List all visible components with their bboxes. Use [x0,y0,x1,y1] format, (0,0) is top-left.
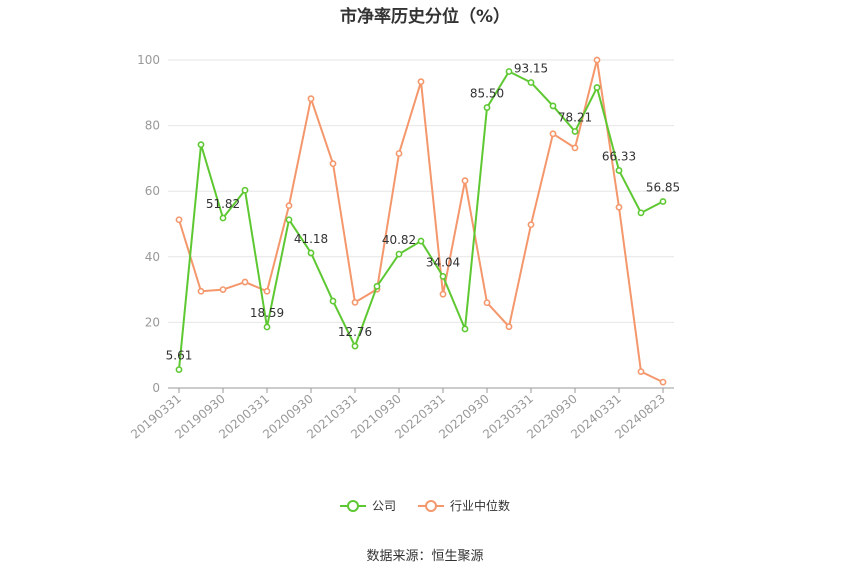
legend: 公司 行业中位数 [0,497,850,514]
chart-title: 市净率历史分位（%） [339,7,511,27]
point-s0-20230630 [549,102,557,110]
point-s1-20221231 [505,323,513,331]
data-label-20210331: 12.76 [338,325,372,339]
data-label-20200930: 41.18 [294,232,328,246]
point-s0-20210630 [373,282,381,290]
point-s0-20211231 [417,237,425,245]
point-s0-20240630 [637,209,645,217]
data-label-20190930: 51.82 [206,197,240,211]
series-line-1 [178,59,664,383]
data-label-20220331: 34.04 [426,255,460,269]
data-label-20230930: 78.21 [558,110,592,124]
point-s1-20240823 [659,378,667,386]
point-s0-20200630 [285,216,293,224]
point-s1-20200930 [307,95,315,103]
point-s0-20201231 [329,297,337,305]
point-s1-20190630 [197,287,205,295]
point-s1-20200331 [263,287,271,295]
point-s1-20210331 [351,298,359,306]
point-s1-20240331 [615,203,623,211]
y-tick-label-100: 100 [137,53,160,67]
point-s0-20230930 [571,128,579,135]
point-s1-20211231 [417,78,425,86]
point-s0-20220930 [483,104,491,111]
point-s0-20240823 [659,198,667,205]
point-s0-20221231 [505,68,513,75]
grid-lines [168,59,674,323]
point-s1-20220331 [439,290,447,298]
point-s0-20220630 [461,325,469,333]
data-label-20220930: 85.50 [470,87,504,101]
y-tick-label-20: 20 [145,315,160,329]
y-axis: 0 20 40 60 80 100 [137,53,160,395]
y-tick-label-40: 40 [145,250,160,264]
legend-swatch-company [339,499,366,513]
point-s1-20200630 [285,202,293,210]
data-label-20240331: 66.33 [602,149,636,163]
point-s0-20190331 [175,366,183,373]
data-label-20210930: 40.82 [382,233,416,247]
legend-item-company[interactable]: 公司 [339,497,396,514]
y-tick-label-60: 60 [145,184,160,198]
x-tick-labels: 2019033120190930202003312020093020210331… [128,392,668,442]
point-s1-20190930 [219,286,227,293]
y-tick-label-80: 80 [145,119,160,133]
y-tick-label-0: 0 [152,381,160,395]
series-lines [175,56,667,386]
point-s0-20231231 [593,84,601,91]
point-s0-20210331 [351,342,359,350]
data-label-20230331: 93.15 [514,61,548,75]
data-label-20190331: 5.61 [166,349,193,363]
source-note: 数据来源：恒生聚源 [366,549,484,564]
point-s1-20220630 [461,177,469,185]
point-s0-20190630 [197,141,205,149]
point-s1-20190331 [175,216,183,224]
legend-swatch-industry-median [418,499,444,513]
point-s0-20240331 [615,167,623,174]
point-s1-20230630 [549,130,557,138]
point-s1-20201231 [329,160,337,168]
point-s0-20220331 [439,272,447,280]
legend-label-industry-median: 行业中位数 [450,499,511,513]
point-s0-20200930 [307,249,315,257]
point-s0-20210930 [395,250,403,258]
point-s0-20191231 [241,186,249,194]
data-label-20240823: 56.85 [646,181,680,195]
data-label-20200331: 18.59 [250,306,284,320]
point-s0-20200331 [263,323,271,331]
legend-item-industry-median[interactable]: 行业中位数 [418,497,510,514]
point-s0-20230331 [527,79,535,86]
x-axis [168,387,674,393]
legend-label-company: 公司 [371,499,396,513]
point-s1-20240630 [637,368,645,375]
point-s1-20231231 [593,56,601,64]
point-s1-20230930 [571,144,579,152]
point-s1-20230331 [527,221,535,229]
data-labels: 5.61 51.82 18.59 41.18 12.76 40.82 34.04 85.50 9… [166,61,681,362]
point-s0-20190930 [219,214,227,222]
point-s1-20220930 [483,299,491,307]
point-s1-20191231 [241,278,249,286]
point-s1-20210930 [395,150,403,157]
